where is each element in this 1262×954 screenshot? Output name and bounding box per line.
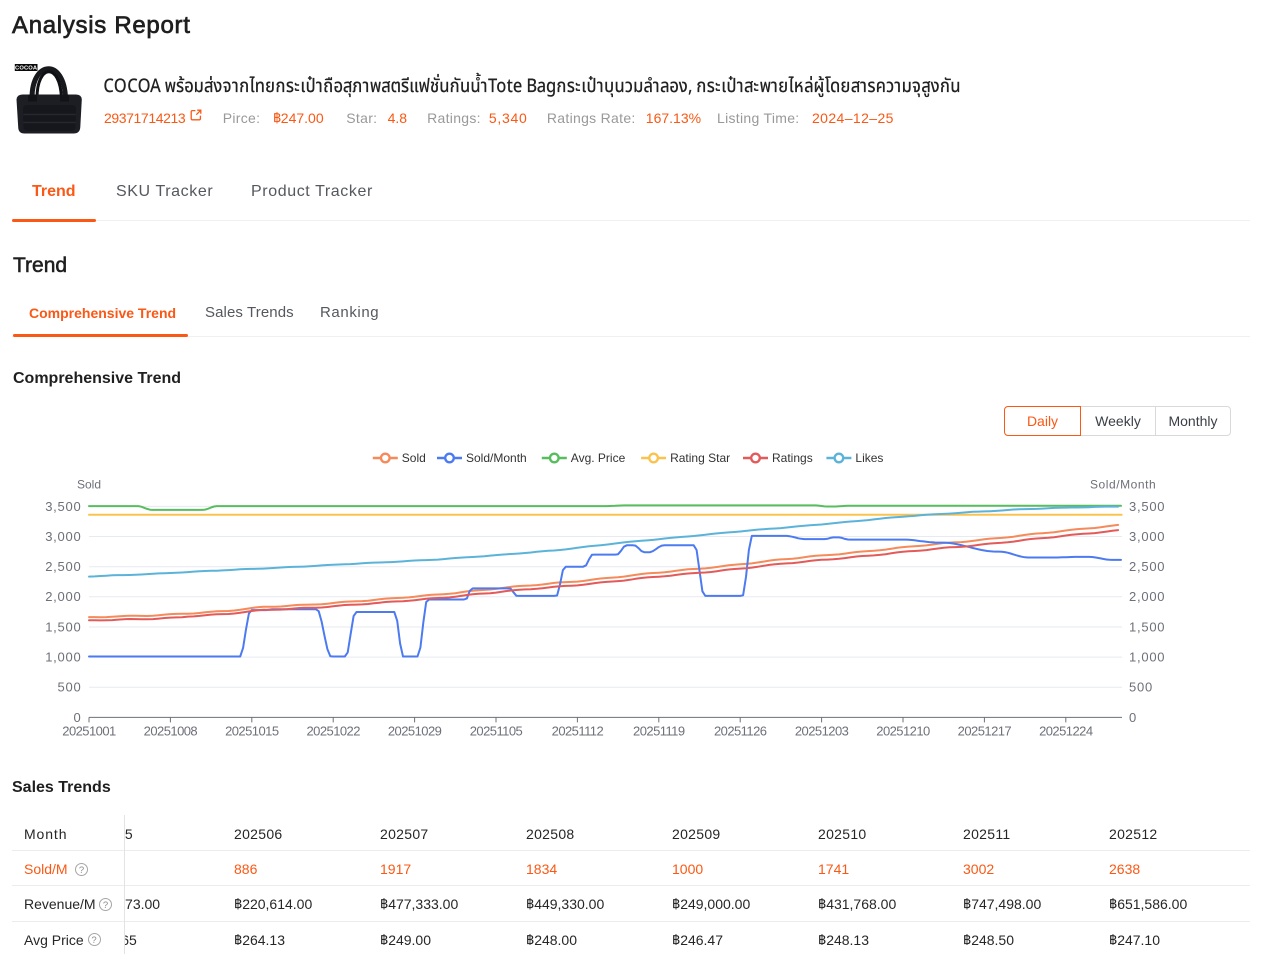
svg-text:Sold/Month: Sold/Month [466, 451, 527, 465]
svg-text:2,500: 2,500 [45, 559, 81, 574]
svg-text:20251217: 20251217 [958, 723, 1012, 738]
svg-text:20251015: 20251015 [225, 723, 279, 738]
svg-text:20251022: 20251022 [306, 723, 360, 738]
svg-text:2,500: 2,500 [1129, 559, 1165, 574]
svg-text:3,000: 3,000 [1129, 529, 1165, 544]
svg-text:20251126: 20251126 [714, 723, 767, 738]
svg-text:1,500: 1,500 [45, 619, 81, 634]
svg-text:20251210: 20251210 [876, 723, 930, 738]
svg-text:20251203: 20251203 [795, 723, 849, 738]
svg-text:3,500: 3,500 [45, 499, 81, 514]
svg-text:500: 500 [58, 680, 82, 695]
svg-text:20251105: 20251105 [470, 723, 523, 738]
svg-text:20251029: 20251029 [388, 723, 442, 738]
svg-text:20251112: 20251112 [552, 723, 604, 738]
svg-text:Sold/Month: Sold/Month [1090, 478, 1156, 492]
svg-text:20251001: 20251001 [62, 723, 116, 738]
svg-text:2,000: 2,000 [1129, 589, 1165, 604]
svg-text:1,000: 1,000 [1129, 650, 1165, 665]
svg-text:3,500: 3,500 [1129, 499, 1165, 514]
svg-text:Avg. Price: Avg. Price [571, 451, 626, 465]
svg-text:0: 0 [74, 710, 82, 725]
svg-text:Sold: Sold [402, 451, 426, 465]
svg-text:Sold: Sold [77, 478, 101, 492]
svg-text:0: 0 [1129, 710, 1137, 725]
svg-text:Likes: Likes [855, 451, 883, 465]
svg-text:20251224: 20251224 [1039, 723, 1093, 738]
svg-text:COCOA: COCOA [15, 66, 38, 72]
svg-text:20251008: 20251008 [144, 723, 198, 738]
svg-text:Ratings: Ratings [772, 451, 813, 465]
svg-text:1,500: 1,500 [1129, 619, 1165, 634]
svg-text:2,000: 2,000 [45, 589, 81, 604]
svg-text:20251119: 20251119 [633, 723, 685, 738]
svg-text:1,000: 1,000 [45, 650, 81, 665]
svg-text:Rating Star: Rating Star [670, 451, 730, 465]
svg-text:500: 500 [1129, 680, 1153, 695]
svg-text:3,000: 3,000 [45, 529, 81, 544]
